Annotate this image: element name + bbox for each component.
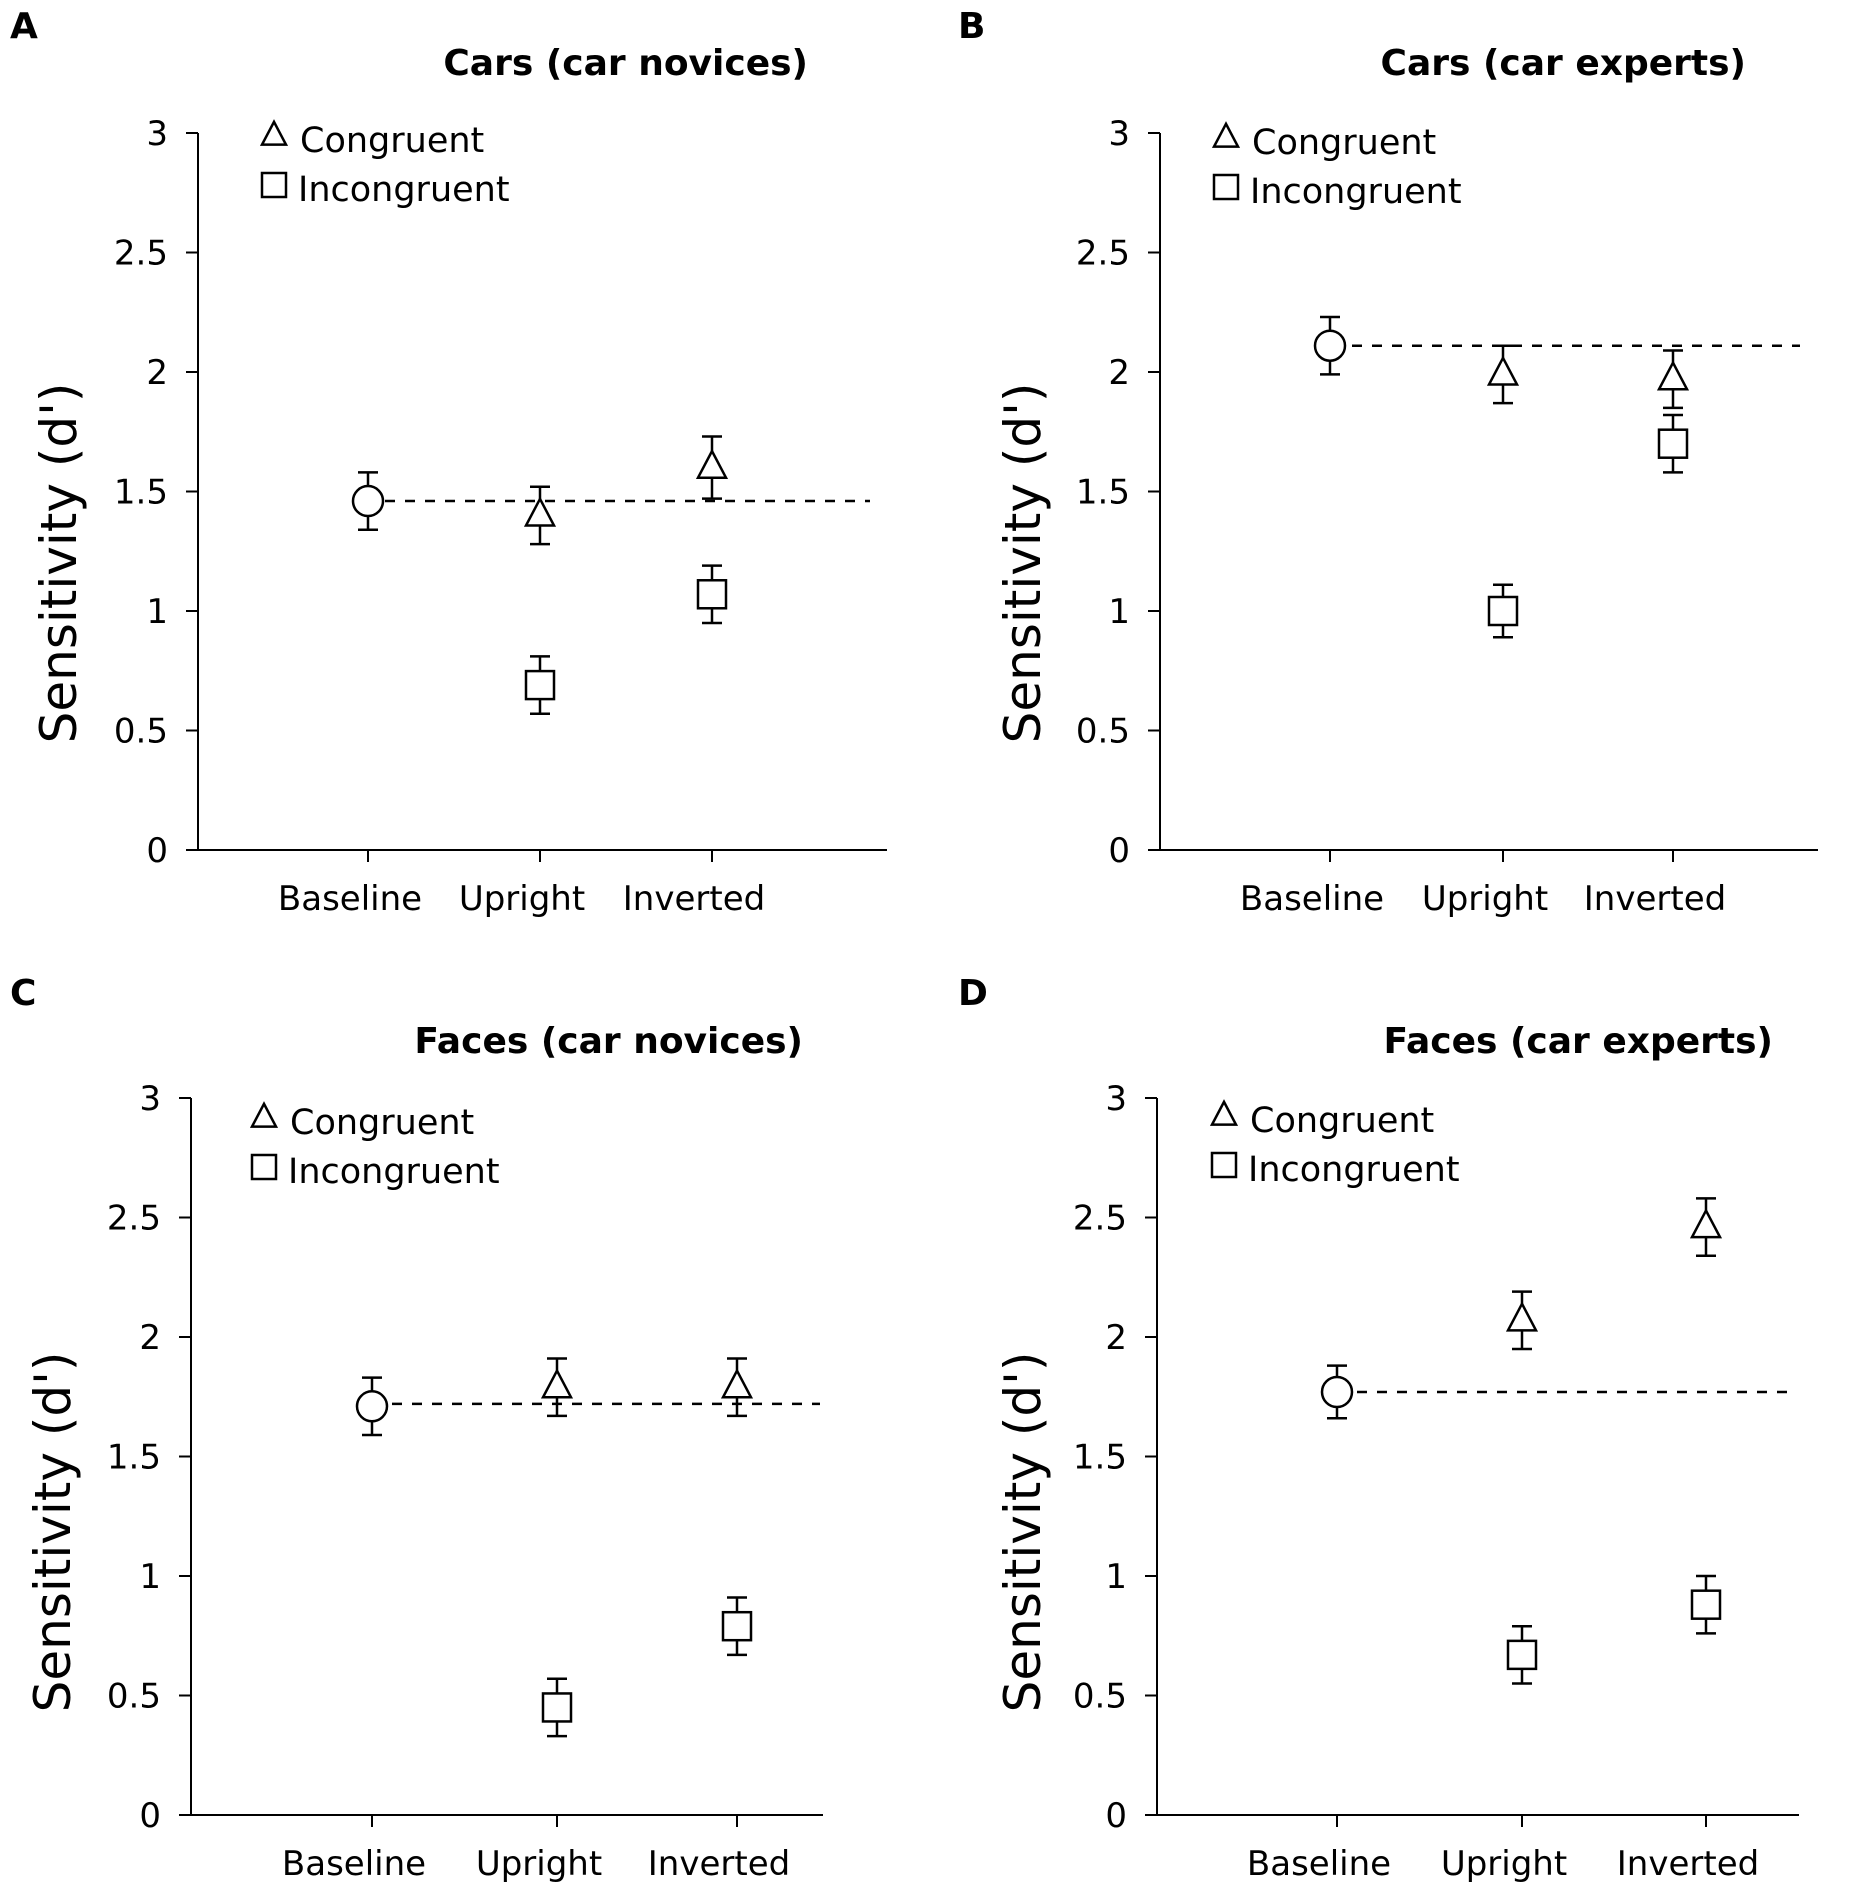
legend-congruent-icon <box>259 119 289 146</box>
y-tick-label: 1.5 <box>1073 1438 1127 1478</box>
panel-letter: D <box>958 973 988 1014</box>
y-tick-label: 3 <box>1105 1079 1127 1119</box>
x-tick-label-inverted: Inverted <box>1584 879 1726 919</box>
baseline-point <box>351 484 385 518</box>
y-tick-label: 1 <box>146 592 168 632</box>
y-tick-label: 2.5 <box>107 1199 161 1239</box>
x-tick-label-baseline: Baseline <box>1240 879 1384 919</box>
y-tick-label: 1 <box>1108 592 1130 632</box>
y-tick-label: 0 <box>139 1796 161 1836</box>
legend-incongruent-label: Incongruent <box>288 1152 500 1192</box>
x-tick-label-inverted: Inverted <box>1617 1844 1759 1884</box>
legend-incongruent-icon <box>260 171 288 199</box>
panel-letter: B <box>958 6 985 47</box>
panel-letter: A <box>10 6 38 47</box>
legend-incongruent-label: Incongruent <box>1250 172 1462 212</box>
congruent-point-inverted <box>720 1368 754 1399</box>
y-tick-label: 2 <box>146 353 168 393</box>
y-tick-label: 0 <box>1108 831 1130 871</box>
y-tick-label: 0.5 <box>1076 712 1130 752</box>
incongruent-point-inverted <box>1657 428 1689 459</box>
legend-incongruent-label: Incongruent <box>1248 1150 1460 1190</box>
x-tick-label-upright: Upright <box>1422 879 1548 919</box>
legend-incongruent-icon <box>1210 1151 1238 1179</box>
x-tick-label-baseline: Baseline <box>278 879 422 919</box>
y-tick-label: 2.5 <box>1076 234 1130 274</box>
chart-panel-d: D Faces (car experts) 0 0.5 1 1.5 2 2.5 3 Baselin… <box>958 973 1799 1884</box>
baseline-point <box>1313 329 1347 362</box>
y-tick-label: 2.5 <box>1073 1199 1127 1239</box>
congruent-point-upright <box>1486 355 1520 386</box>
legend-congruent-label: Congruent <box>300 121 484 161</box>
y-axis-label: Sensitivity (d') <box>24 1352 82 1713</box>
y-tick-label: 1 <box>1105 1557 1127 1597</box>
legend-incongruent-label: Incongruent <box>298 170 510 210</box>
chart-panel-b: B Cars (car experts) 0 0.5 1 1.5 2 2.5 3 Baseline… <box>958 6 1818 919</box>
incongruent-point-inverted <box>696 579 728 610</box>
panel-title: Faces (car novices) <box>414 1021 803 1062</box>
chart-panel-a: A Cars (car novices) 0 0.5 1 1.5 2 2.5 3 Baseline… <box>10 6 887 919</box>
y-tick-label: 2.5 <box>114 234 168 274</box>
legend-congruent-label: Congruent <box>290 1103 474 1143</box>
panel-title: Cars (car experts) <box>1381 43 1746 84</box>
incongruent-point-inverted <box>721 1610 753 1642</box>
congruent-point-inverted <box>695 448 729 479</box>
panel-letter: C <box>10 973 36 1014</box>
y-tick-label: 2 <box>1108 353 1130 393</box>
x-tick-label-upright: Upright <box>476 1844 602 1884</box>
legend-congruent-label: Congruent <box>1252 123 1436 163</box>
x-tick-label-baseline: Baseline <box>282 1844 426 1884</box>
y-tick-label: 2 <box>139 1318 161 1358</box>
congruent-point-inverted <box>1656 359 1690 391</box>
y-tick-label: 1.5 <box>107 1438 161 1478</box>
legend-congruent-icon <box>1211 121 1241 148</box>
y-tick-label: 3 <box>146 114 168 154</box>
congruent-point-upright <box>523 496 557 527</box>
y-tick-label: 0.5 <box>107 1677 161 1717</box>
x-tick-label-inverted: Inverted <box>623 879 765 919</box>
panel-title: Faces (car experts) <box>1383 1021 1773 1062</box>
congruent-point-upright <box>540 1368 574 1399</box>
legend-incongruent-icon <box>1212 173 1240 201</box>
baseline-point <box>1320 1375 1354 1409</box>
y-tick-label: 0.5 <box>1073 1677 1127 1717</box>
y-tick-label: 3 <box>139 1079 161 1119</box>
incongruent-point-upright <box>524 669 556 701</box>
y-tick-label: 0 <box>146 831 168 871</box>
y-tick-label: 0.5 <box>114 712 168 752</box>
x-tick-label-baseline: Baseline <box>1247 1844 1391 1884</box>
baseline-point <box>355 1390 389 1423</box>
incongruent-point-inverted <box>1690 1589 1722 1620</box>
x-tick-label-upright: Upright <box>1441 1844 1567 1884</box>
legend-congruent-icon <box>249 1101 279 1128</box>
y-axis-label: Sensitivity (d') <box>994 383 1052 744</box>
y-tick-label: 0 <box>1105 1796 1127 1836</box>
legend-congruent-icon <box>1209 1099 1239 1126</box>
x-tick-label-upright: Upright <box>459 879 585 919</box>
legend-congruent-label: Congruent <box>1250 1101 1434 1141</box>
panel-title: Cars (car novices) <box>443 43 808 84</box>
y-tick-label: 1.5 <box>1076 473 1130 513</box>
incongruent-point-upright <box>1487 595 1519 627</box>
chart-panel-c: C Faces (car novices) 0 0.5 1 1.5 2 2.5 3 Baselin… <box>10 973 823 1884</box>
legend-incongruent-icon <box>250 1153 278 1181</box>
y-tick-label: 1 <box>139 1557 161 1597</box>
congruent-point-upright <box>1505 1301 1539 1332</box>
congruent-point-inverted <box>1689 1207 1723 1239</box>
y-axis-label: Sensitivity (d') <box>994 1352 1052 1713</box>
incongruent-point-upright <box>1506 1639 1538 1671</box>
y-axis-label: Sensitivity (d') <box>30 383 88 744</box>
incongruent-point-upright <box>541 1692 573 1723</box>
y-tick-label: 2 <box>1105 1318 1127 1358</box>
y-tick-label: 1.5 <box>114 473 168 513</box>
x-tick-label-inverted: Inverted <box>648 1844 790 1884</box>
y-tick-label: 3 <box>1108 114 1130 154</box>
